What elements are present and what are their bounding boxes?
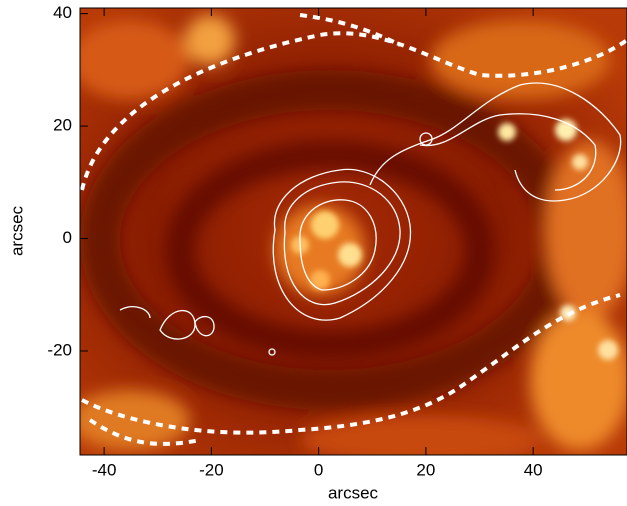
y-tick-label: 40 [53,3,72,22]
x-tick-label: 20 [416,460,435,479]
image [80,8,627,455]
y-tick-label: -20 [47,340,72,359]
x-tick-label: -40 [92,460,117,479]
y-axis-label: arcsec [7,205,26,256]
nebula [80,15,627,455]
bright-knots [291,119,618,360]
y-tick-label: 0 [63,228,72,247]
x-tick-label: 40 [524,460,543,479]
x-tick-label: 0 [314,460,323,479]
plot-frame [79,7,627,456]
dashed-contours [80,13,627,446]
x-tick-label: -20 [199,460,224,479]
y-tick-label: 20 [53,116,72,135]
x-axis-label: arcsec [328,483,379,502]
contours [119,82,622,356]
